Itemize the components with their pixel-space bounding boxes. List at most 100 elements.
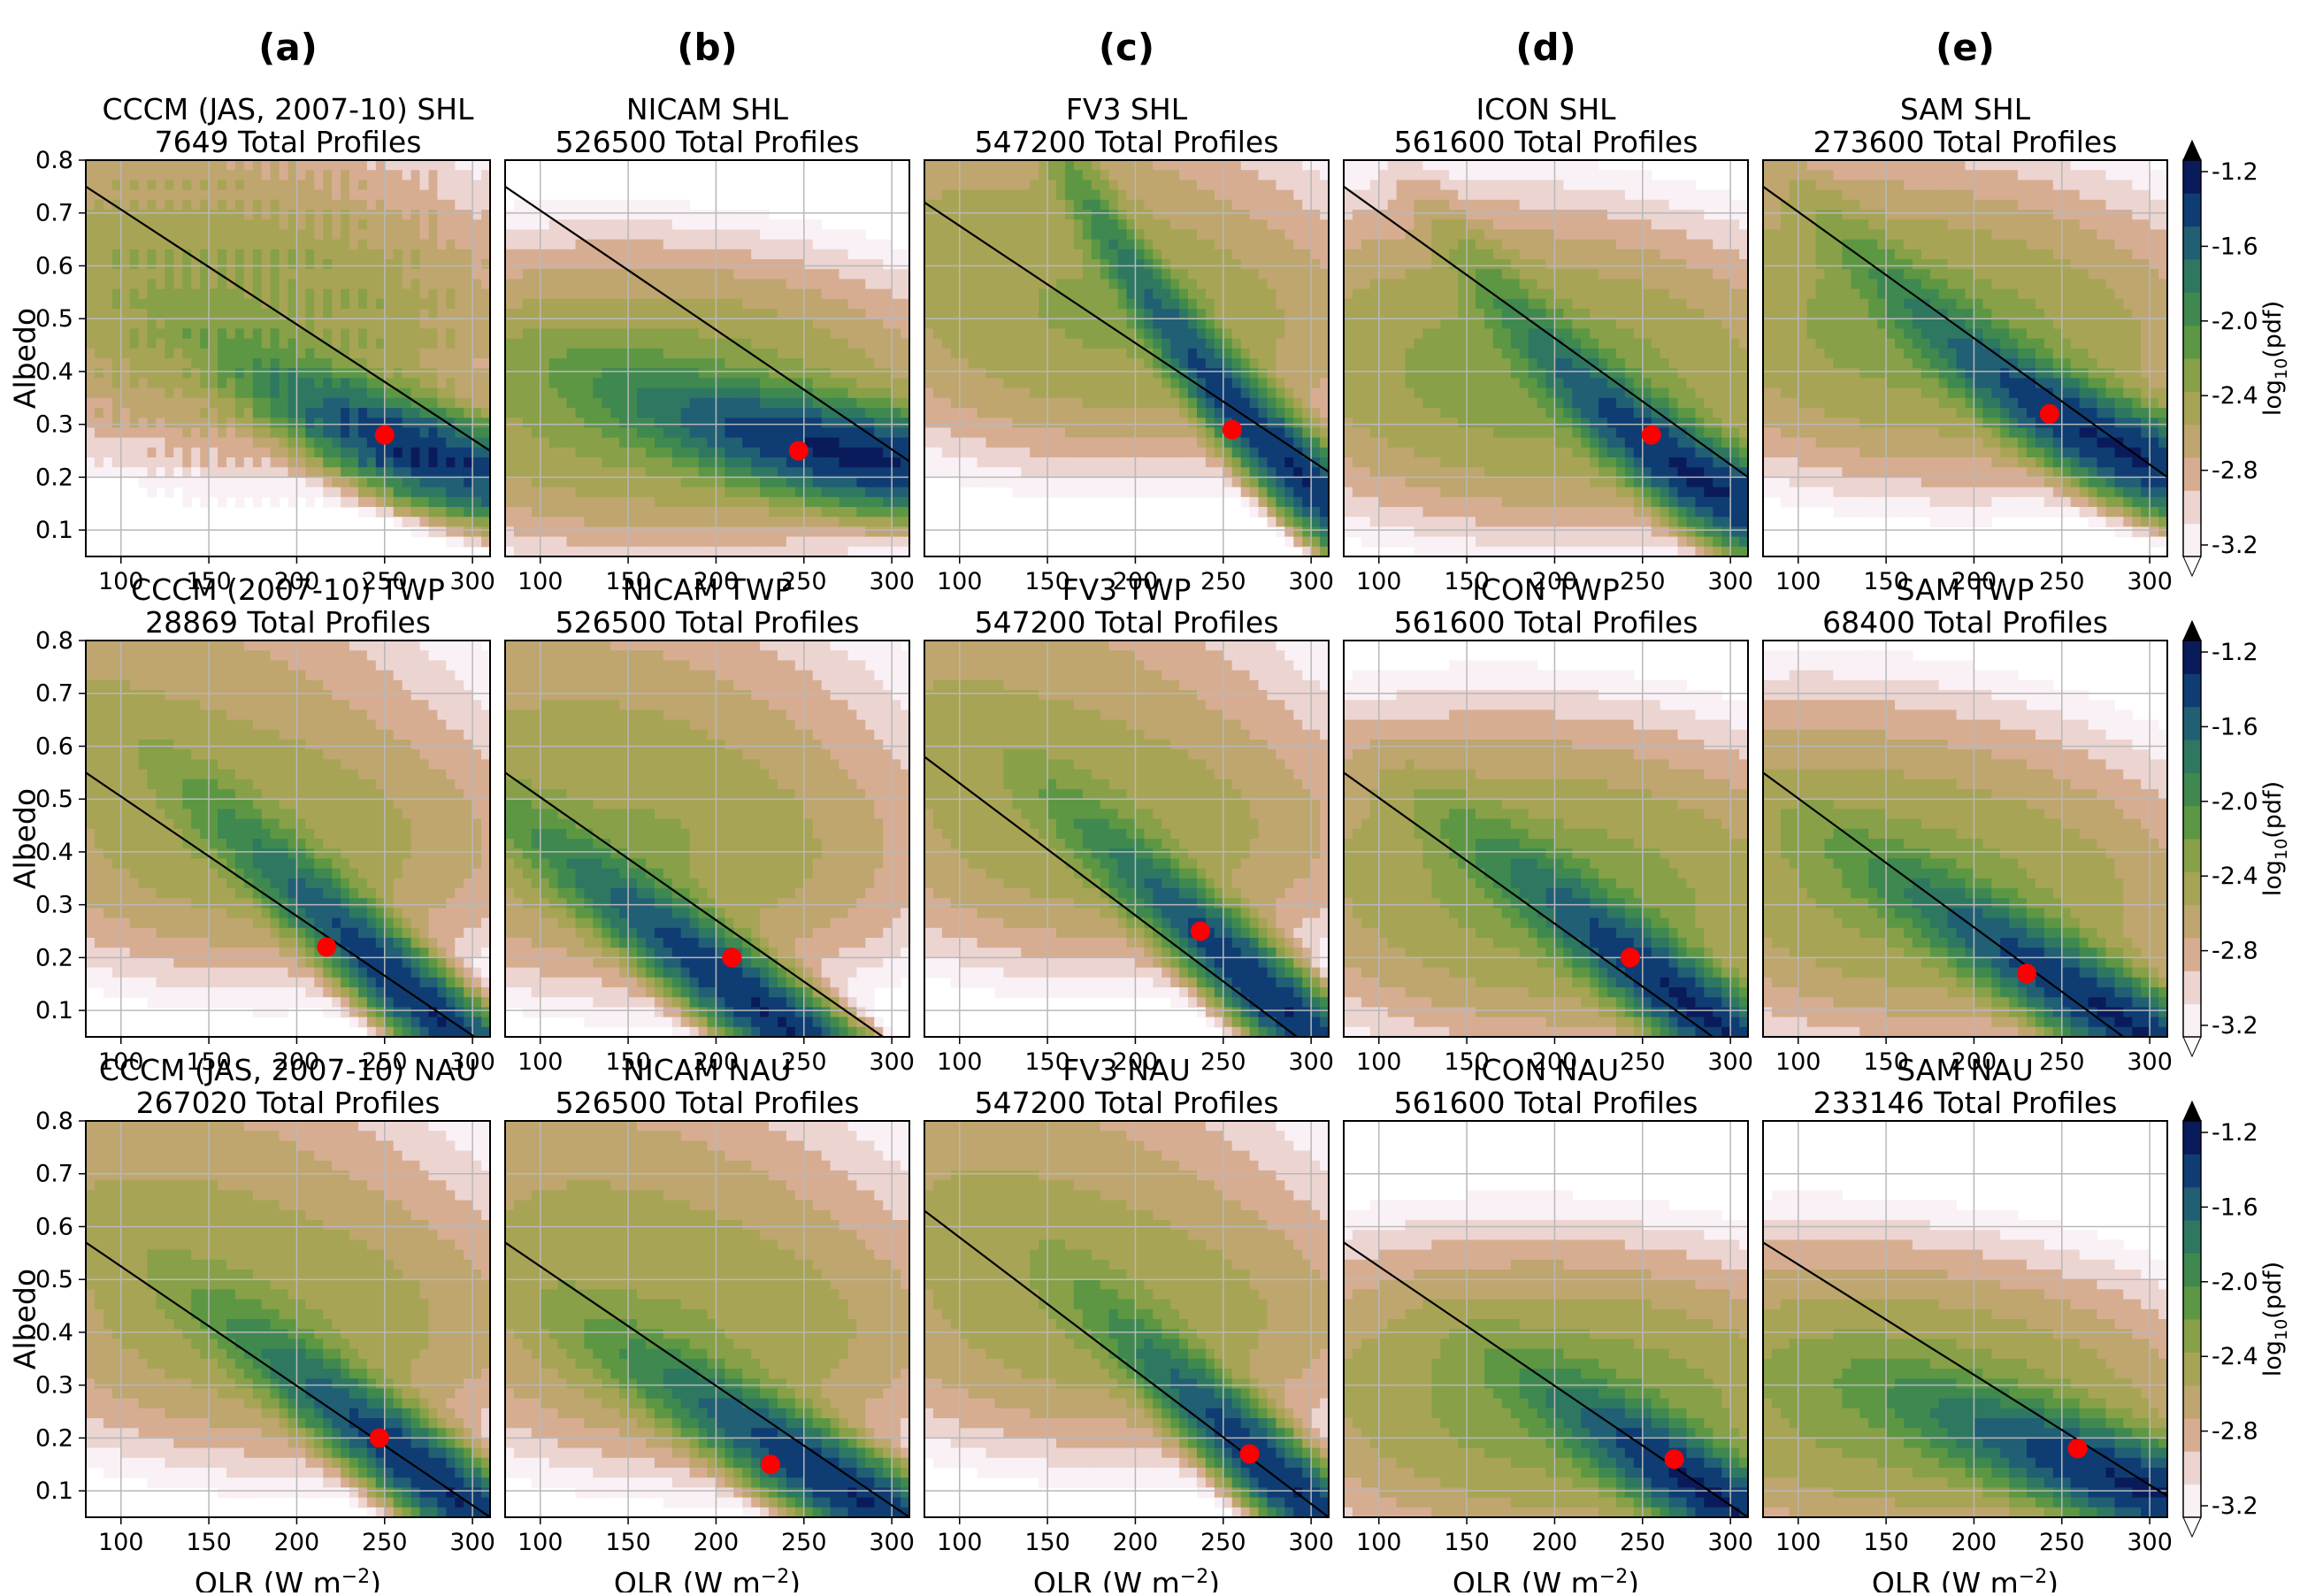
- density-cell: [619, 328, 629, 339]
- density-cell: [121, 427, 131, 438]
- density-cell: [1118, 467, 1128, 478]
- density-cell: [933, 448, 943, 458]
- density-cell: [173, 229, 183, 240]
- density-cell: [602, 368, 611, 379]
- density-cell: [148, 210, 157, 220]
- density-cell: [593, 269, 602, 280]
- density-cell: [1311, 547, 1321, 557]
- density-cell: [130, 259, 140, 270]
- density-cell: [567, 517, 577, 527]
- density-cell: [708, 219, 717, 230]
- density-cell: [1344, 497, 1353, 508]
- density-cell: [822, 349, 832, 359]
- density-cell: [1197, 279, 1207, 289]
- density-cell: [769, 249, 778, 260]
- density-cell: [95, 289, 104, 300]
- density-cell: [86, 219, 96, 230]
- density-cell: [831, 339, 840, 349]
- density-cell: [769, 309, 778, 319]
- density-cell: [1311, 259, 1321, 270]
- density-cell: [690, 269, 700, 280]
- density-cell: [1276, 249, 1285, 260]
- density-cell: [733, 289, 743, 300]
- density-cell: [472, 517, 482, 527]
- density-cell: [576, 318, 586, 329]
- density-cell: [960, 477, 970, 487]
- density-cell: [358, 339, 368, 349]
- density-cell: [472, 507, 482, 518]
- density-cell: [1144, 289, 1154, 300]
- density-cell: [226, 477, 236, 487]
- density-cell: [532, 467, 541, 478]
- density-cell: [218, 210, 227, 220]
- density-cell: [455, 517, 464, 527]
- density-cell: [385, 170, 395, 180]
- density-cell: [191, 427, 201, 438]
- density-cell: [1293, 200, 1303, 211]
- density-cell: [1170, 318, 1180, 329]
- density-cell: [323, 289, 333, 300]
- density-cell: [865, 526, 875, 537]
- density-cell: [619, 398, 629, 409]
- density-cell: [883, 526, 893, 537]
- density-cell: [455, 368, 464, 379]
- density-cell: [813, 448, 823, 458]
- density-cell: [933, 229, 943, 240]
- density-cell: [540, 507, 550, 518]
- density-cell: [699, 427, 709, 438]
- density-cell: [924, 358, 934, 369]
- density-cell: [1074, 240, 1084, 250]
- density-cell: [663, 457, 673, 468]
- density-cell: [112, 309, 122, 319]
- density-cell: [367, 388, 377, 399]
- density-cell: [323, 318, 333, 329]
- density-cell: [1215, 339, 1224, 349]
- density-cell: [446, 517, 456, 527]
- density-cell: [341, 259, 350, 270]
- density-cell: [148, 269, 157, 280]
- density-cell: [1162, 448, 1171, 458]
- density-cell: [610, 289, 620, 300]
- density-cell: [314, 190, 324, 201]
- density-cell: [200, 408, 210, 418]
- density-cell: [733, 388, 743, 399]
- density-cell: [540, 526, 550, 537]
- density-cell: [865, 249, 875, 260]
- density-cell: [1092, 349, 1101, 359]
- density-cell: [402, 240, 412, 250]
- density-cell: [655, 200, 664, 211]
- density-cell: [394, 448, 403, 458]
- density-field: [86, 160, 491, 556]
- density-cell: [549, 328, 559, 339]
- density-cell: [558, 240, 568, 250]
- density-cell: [1065, 388, 1075, 399]
- density-cell: [883, 358, 893, 369]
- density-cell: [804, 537, 814, 548]
- density-cell: [1179, 448, 1189, 458]
- density-cell: [1276, 517, 1285, 527]
- density-cell: [584, 537, 594, 548]
- density-cell: [182, 497, 192, 508]
- density-cell: [226, 170, 236, 180]
- density-cell: [1284, 368, 1294, 379]
- density-cell: [1144, 388, 1154, 399]
- density-cell: [1047, 457, 1057, 468]
- density-cell: [235, 398, 245, 409]
- density-cell: [840, 249, 849, 260]
- density-cell: [1188, 477, 1198, 487]
- density-cell: [690, 259, 700, 270]
- density-cell: [296, 200, 306, 211]
- density-cell: [1188, 240, 1198, 250]
- density-cell: [191, 467, 201, 478]
- density-cell: [960, 269, 970, 280]
- density-cell: [464, 210, 473, 220]
- density-cell: [385, 210, 395, 220]
- density-cell: [271, 497, 280, 508]
- density-cell: [1083, 339, 1092, 349]
- density-cell: [1056, 249, 1066, 260]
- density-cell: [209, 210, 218, 220]
- density-cell: [567, 378, 577, 388]
- density-cell: [646, 269, 656, 280]
- density-cell: [191, 160, 201, 171]
- density-cell: [602, 547, 611, 557]
